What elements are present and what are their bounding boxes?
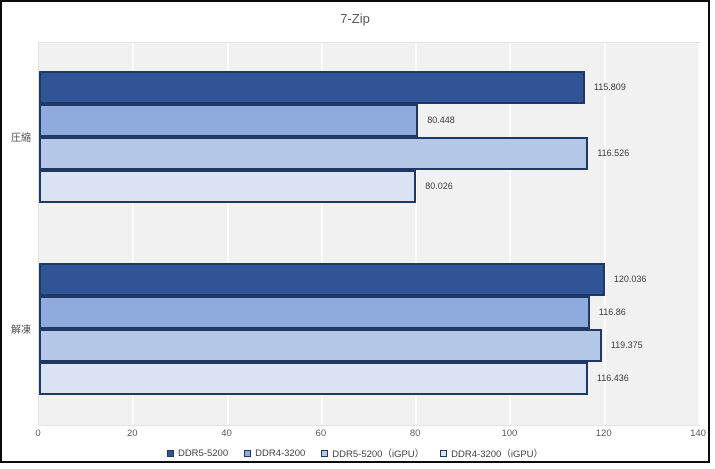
- gridline: [603, 43, 606, 425]
- category-label: 解凍: [11, 325, 31, 336]
- bar-s2-c2: [39, 296, 590, 329]
- bar-s3-c1: [39, 137, 589, 170]
- value-label: 115.809: [593, 81, 626, 92]
- gridline: [226, 43, 229, 425]
- chart-title: 7-Zip: [340, 11, 370, 26]
- bar-s1-c2: [39, 263, 605, 296]
- legend-item-4: DDR4-3200（iGPU）: [440, 446, 543, 460]
- value-label: 116.526: [597, 147, 630, 158]
- value-label: 116.436: [596, 372, 629, 383]
- legend-item-3: DDR5-5200（iGPU）: [321, 446, 424, 460]
- category-label: 圧縮: [11, 133, 31, 144]
- gridline: [132, 43, 135, 425]
- bar-s3-c2: [39, 329, 602, 362]
- x-tick-label: 20: [126, 428, 138, 439]
- gridline: [509, 43, 512, 425]
- legend-marker-icon: [440, 449, 448, 457]
- bar-s2-c1: [39, 104, 419, 137]
- value-label: 80.448: [427, 114, 455, 125]
- x-tick-label: 60: [315, 428, 327, 439]
- x-axis: 0 20 40 60 80 100 120 140: [2, 428, 708, 440]
- bar-s4-c1: [39, 170, 417, 203]
- gridline: [698, 43, 700, 425]
- x-tick-label: 100: [501, 428, 518, 439]
- legend-label: DDR4-3200（iGPU）: [451, 449, 544, 460]
- value-label: 80.026: [425, 180, 453, 191]
- legend-label: DDR5-5200（iGPU）: [332, 449, 425, 460]
- legend: DDR5-5200 DDR4-3200 DDR5-5200（iGPU） DDR4-32…: [2, 446, 708, 460]
- x-tick-label: 140: [690, 428, 706, 439]
- value-label: 120.036: [613, 273, 647, 284]
- legend-label: DDR4-3200: [255, 447, 306, 459]
- x-tick-label: 120: [595, 428, 612, 439]
- gridline: [415, 43, 418, 425]
- bar-s4-c2: [39, 362, 588, 395]
- gridline: [320, 43, 323, 425]
- legend-item-2: DDR4-3200: [244, 448, 305, 459]
- value-label: 119.375: [610, 339, 643, 350]
- legend-item-1: DDR5-5200: [166, 447, 229, 459]
- x-tick-label: 40: [221, 428, 232, 439]
- legend-label: DDR5-5200: [177, 447, 229, 459]
- value-label: 116.86: [598, 306, 626, 317]
- legend-marker-icon: [321, 449, 329, 457]
- legend-marker-icon: [244, 449, 252, 457]
- bar-s1-c1: [39, 71, 585, 104]
- legend-marker-icon: [166, 449, 174, 457]
- x-tick-label: 80: [409, 428, 421, 439]
- x-tick-label: 0: [35, 428, 41, 439]
- plot-area: 115.809 80.448 116.526 80.026 120.036 116.86 1…: [38, 42, 700, 426]
